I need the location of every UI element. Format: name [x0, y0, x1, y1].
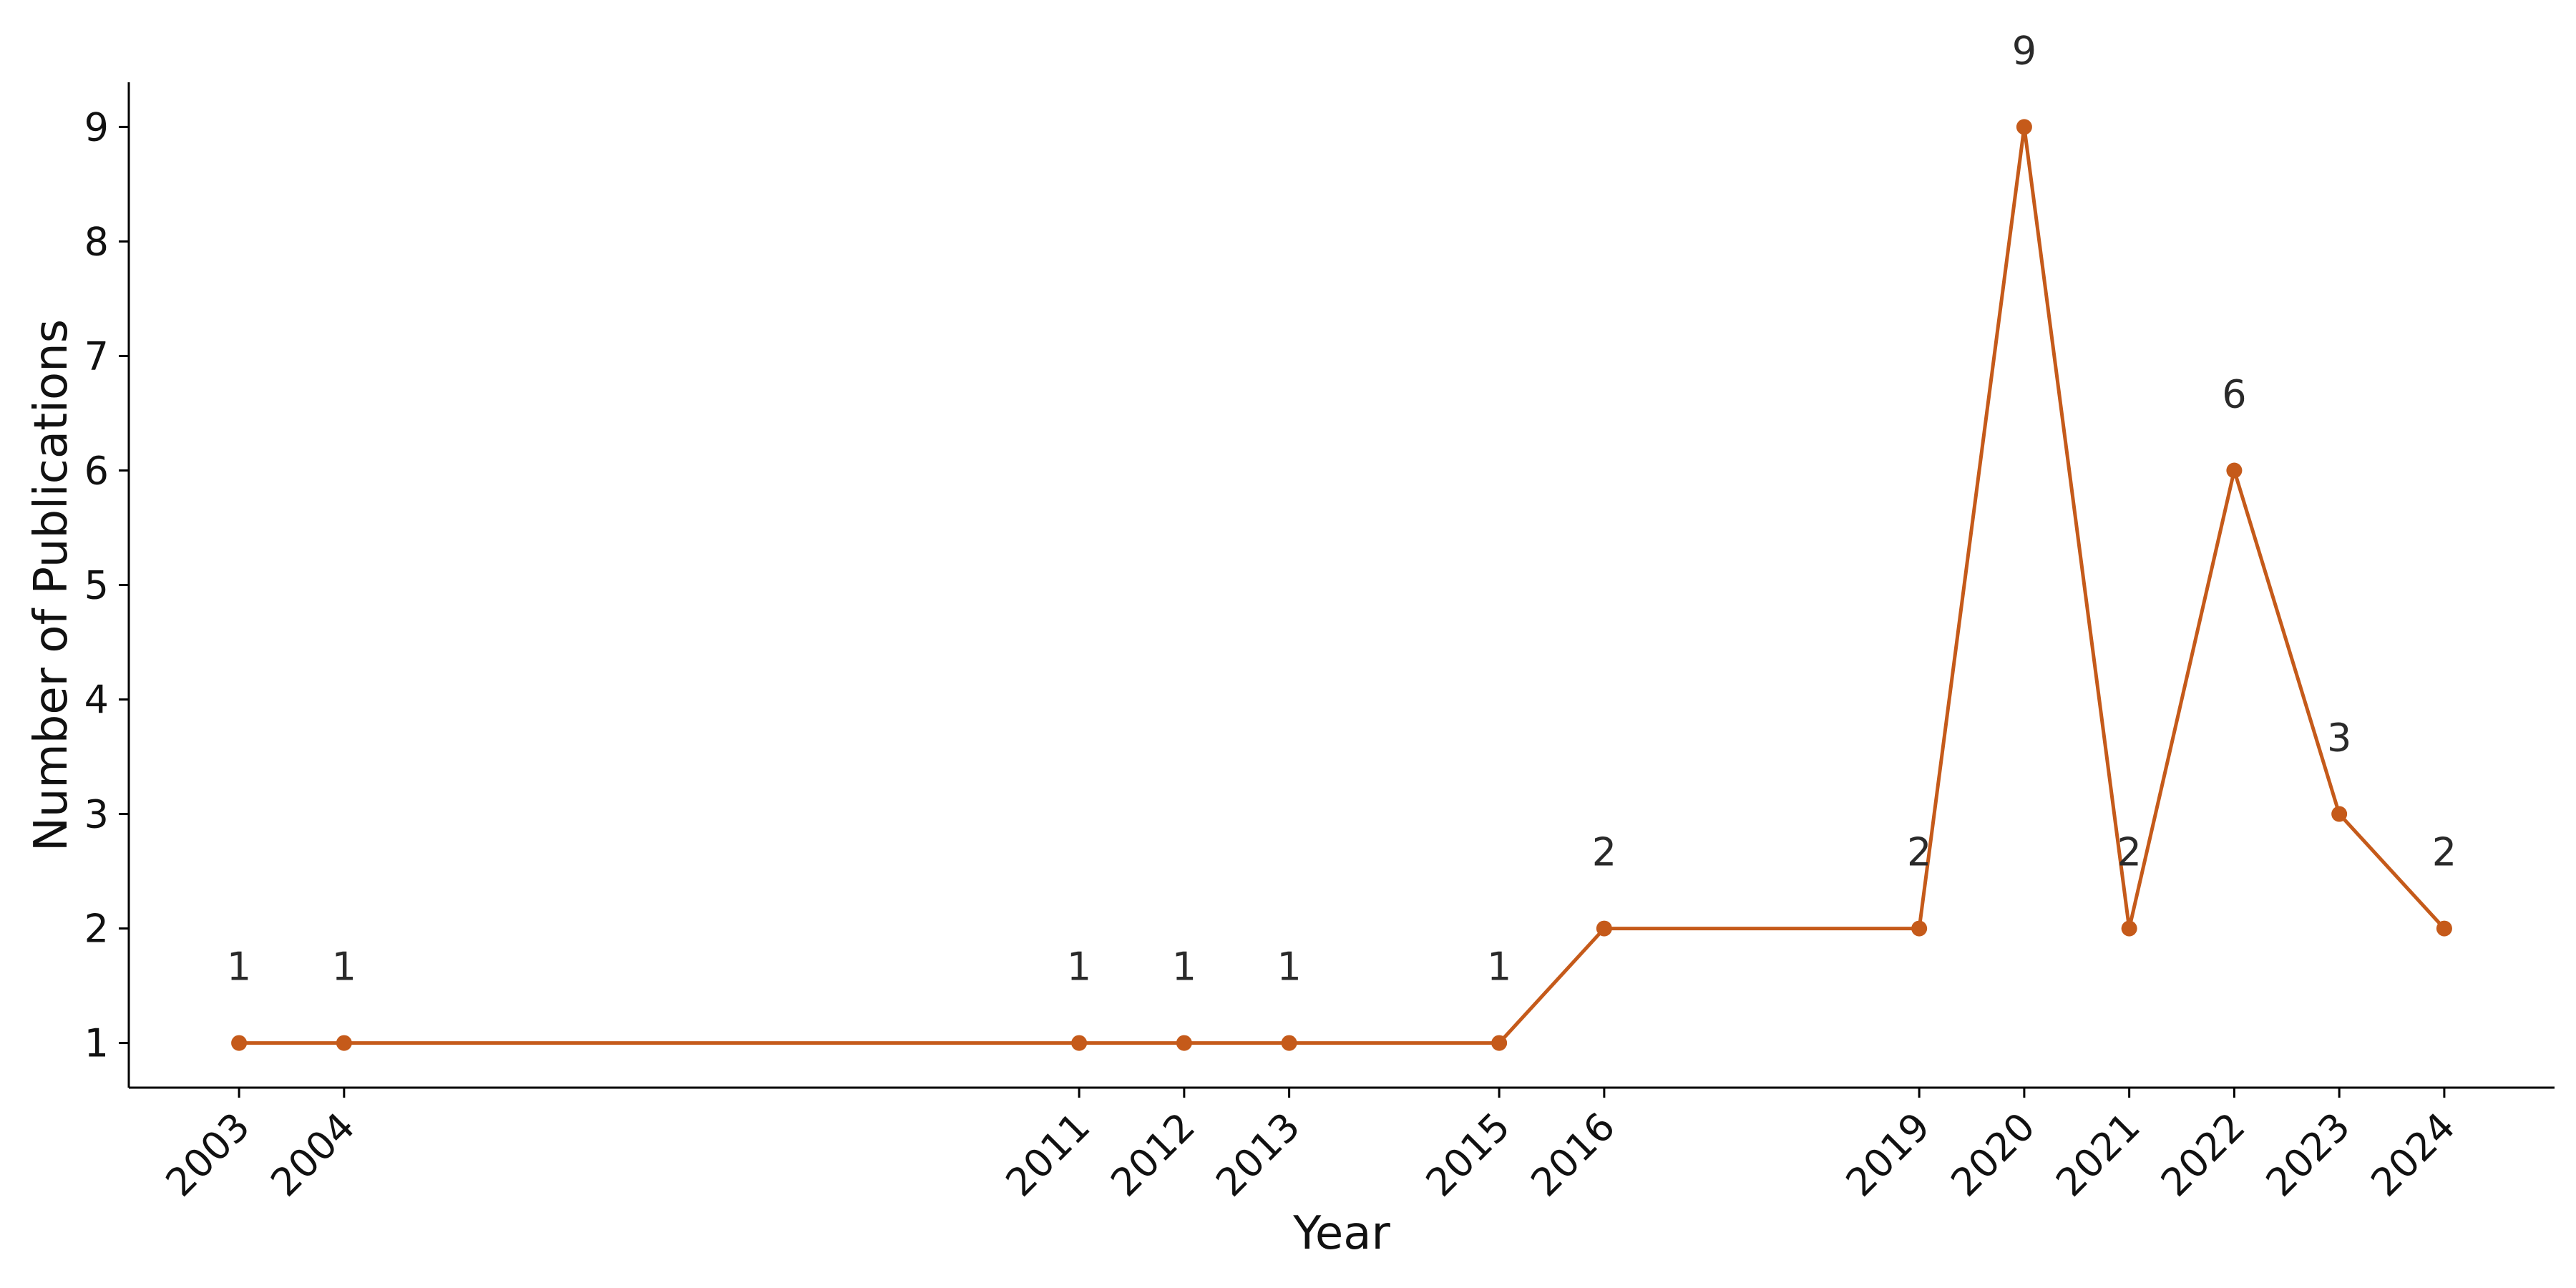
- x-tick-label: 2013: [1207, 1104, 1309, 1206]
- data-point: [2436, 920, 2452, 937]
- data-point: [2016, 119, 2032, 135]
- y-tick-label: 3: [84, 792, 109, 837]
- y-tick-label: 7: [84, 333, 109, 379]
- x-tick-label: 2019: [1838, 1104, 1939, 1206]
- data-label: 1: [332, 945, 356, 990]
- data-label: 2: [2432, 830, 2457, 875]
- data-label: 2: [1907, 830, 1931, 875]
- x-tick-label: 2022: [2152, 1104, 2254, 1206]
- data-label: 6: [2222, 371, 2246, 416]
- x-tick-label: 2015: [1418, 1104, 1519, 1206]
- data-label: 3: [2327, 716, 2351, 761]
- y-tick-label: 9: [84, 104, 109, 150]
- data-point: [1596, 920, 1612, 937]
- y-tick-label: 8: [84, 219, 109, 264]
- x-ticks: 2003 2004 2011 2012 2013 2015 2016 2019 2020 2021…: [157, 1088, 2464, 1205]
- data-label: 1: [1067, 945, 1091, 990]
- data-point: [336, 1035, 352, 1051]
- y-axis-title: Number of Publications: [25, 319, 78, 852]
- x-axis-title: Year: [1292, 1207, 1390, 1260]
- data-label: 1: [1277, 945, 1301, 990]
- y-tick-label: 2: [84, 907, 109, 952]
- x-tick-label: 2023: [2258, 1104, 2359, 1206]
- data-point: [1071, 1035, 1088, 1051]
- data-label: 1: [1487, 945, 1511, 990]
- y-tick-label: 1: [84, 1021, 109, 1066]
- data-point: [1491, 1035, 1508, 1051]
- y-ticks: 1 2 3 4 5 6 7 8 9: [84, 104, 129, 1066]
- data-labels: 1 1 1 1 1 1 2 2 9 2 6 3 2: [227, 28, 2457, 989]
- x-tick-label: 2024: [2362, 1104, 2464, 1206]
- data-label: 9: [2012, 28, 2036, 73]
- x-tick-label: 2020: [1942, 1104, 2044, 1206]
- data-point: [1281, 1035, 1297, 1051]
- data-point: [2331, 806, 2348, 822]
- series: [231, 119, 2452, 1051]
- data-point: [1911, 920, 1928, 937]
- data-label: 1: [227, 945, 251, 990]
- data-label: 2: [2117, 830, 2141, 875]
- y-tick-label: 4: [84, 678, 109, 723]
- y-tick-label: 6: [84, 448, 109, 493]
- axes: [127, 82, 2555, 1089]
- x-tick-label: 2021: [2047, 1104, 2149, 1206]
- data-point: [2121, 920, 2137, 937]
- series-line: [239, 127, 2446, 1045]
- y-tick-label: 5: [84, 563, 109, 608]
- x-tick-label: 2012: [1102, 1104, 1204, 1206]
- data-label: 1: [1172, 945, 1196, 990]
- x-tick-label: 2004: [262, 1104, 364, 1206]
- x-tick-label: 2016: [1522, 1104, 1624, 1206]
- data-label: 2: [1592, 830, 1616, 875]
- data-point: [2226, 462, 2243, 479]
- x-tick-label: 2011: [997, 1104, 1099, 1206]
- data-point: [231, 1035, 248, 1051]
- data-point: [1176, 1035, 1192, 1051]
- x-tick-label: 2003: [157, 1104, 259, 1206]
